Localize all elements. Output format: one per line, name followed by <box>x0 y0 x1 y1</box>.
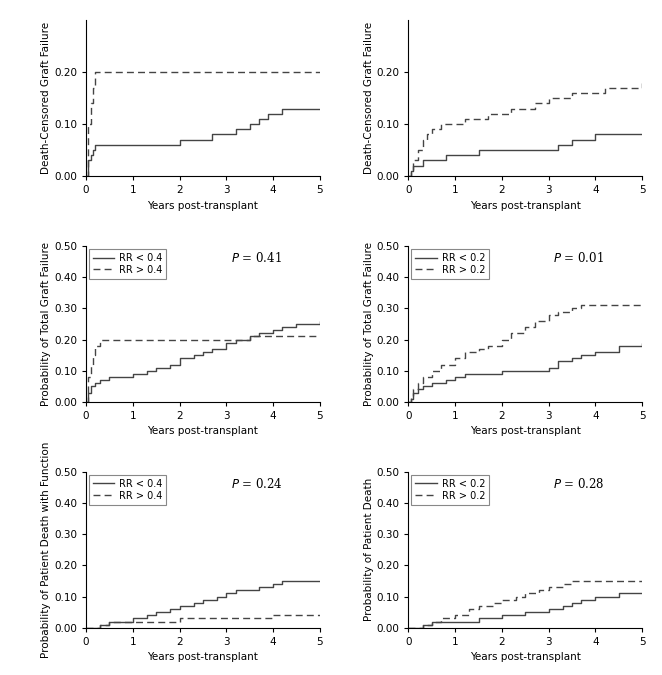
Legend: RR < 0.4, RR > 0.4: RR < 0.4, RR > 0.4 <box>89 249 166 279</box>
X-axis label: Years post-transplant: Years post-transplant <box>148 200 258 211</box>
Legend: RR < 0.2, RR > 0.2: RR < 0.2, RR > 0.2 <box>411 475 489 505</box>
Y-axis label: Death-Censored Graft Failure: Death-Censored Graft Failure <box>41 22 51 174</box>
Y-axis label: Probability of Patient Death: Probability of Patient Death <box>363 479 373 622</box>
X-axis label: Years post-transplant: Years post-transplant <box>148 427 258 437</box>
Text: $\it{P}$ = 0.28: $\it{P}$ = 0.28 <box>553 477 604 491</box>
Y-axis label: Death-Censored Graft Failure: Death-Censored Graft Failure <box>363 22 373 174</box>
Y-axis label: Probability of Total Graft Failure: Probability of Total Graft Failure <box>363 242 373 406</box>
Legend: RR < 0.2, RR > 0.2: RR < 0.2, RR > 0.2 <box>411 249 489 279</box>
X-axis label: Years post-transplant: Years post-transplant <box>470 200 581 211</box>
X-axis label: Years post-transplant: Years post-transplant <box>148 652 258 662</box>
Text: $\it{P}$ = 0.41: $\it{P}$ = 0.41 <box>231 251 282 265</box>
X-axis label: Years post-transplant: Years post-transplant <box>470 427 581 437</box>
Text: $\it{P}$ = 0.01: $\it{P}$ = 0.01 <box>553 251 604 265</box>
Text: $\it{P}$ = 0.24: $\it{P}$ = 0.24 <box>231 477 283 491</box>
X-axis label: Years post-transplant: Years post-transplant <box>470 652 581 662</box>
Y-axis label: Probability of Total Graft Failure: Probability of Total Graft Failure <box>41 242 51 406</box>
Legend: RR < 0.4, RR > 0.4: RR < 0.4, RR > 0.4 <box>89 475 166 505</box>
Y-axis label: Probability of Patient Death with Function: Probability of Patient Death with Functi… <box>41 441 51 658</box>
